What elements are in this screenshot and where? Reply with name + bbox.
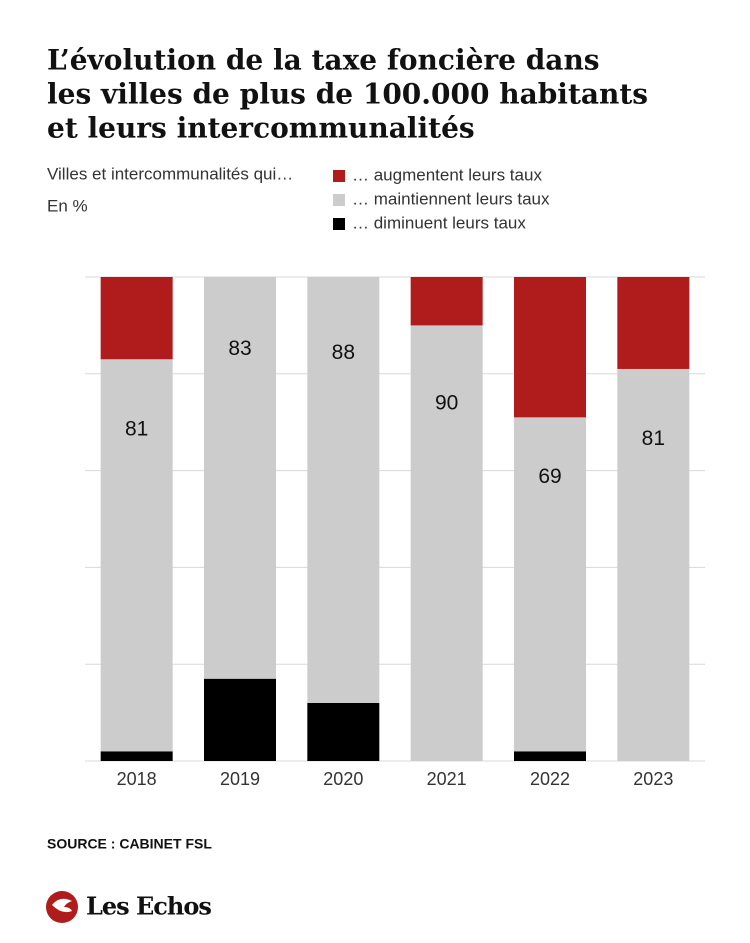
value-label: 69 [538,465,561,488]
legend-swatch [333,194,345,206]
bar-segment [514,417,586,752]
bar-segment [204,277,276,679]
title-line: et leurs intercommunalités [47,112,475,145]
legend-label: … diminuent leurs taux [352,213,526,232]
bar-segment [617,277,690,369]
value-label: 81 [642,427,665,450]
x-tick-label: 2021 [427,769,467,789]
subtitle: Villes et intercommunalités qui… [47,164,293,183]
legend-swatch [333,170,345,182]
x-tick-label: 2022 [530,769,570,789]
bar-segment [514,751,586,761]
legend-swatch [333,218,345,230]
bar-segment [100,359,173,752]
x-tick-label: 2018 [117,769,157,789]
bar-segment [100,751,173,761]
bar-segment [307,277,380,703]
bar-segment [204,678,276,761]
x-tick-label: 2020 [323,769,363,789]
bar-segment [307,702,380,761]
x-tick-label: 2019 [220,769,260,789]
x-tick-label: 2023 [633,769,673,789]
logo-icon-shape [52,898,72,913]
bar-segment [410,277,483,326]
value-label: 81 [125,417,148,440]
unit: En % [47,196,88,215]
bar-segment [514,277,586,418]
bar-segment [410,325,483,761]
legend-label: … augmentent leurs taux [352,165,542,184]
legend-label: … maintiennent leurs taux [352,189,550,208]
value-label: 88 [332,341,355,364]
value-label: 83 [228,337,251,360]
value-label: 90 [435,391,458,414]
bar-segment [617,368,690,761]
source: SOURCE : CABINET FSL [47,836,212,852]
title-line: les villes de plus de 100.000 habitants [47,78,648,111]
logo-text: Les Echos [86,892,211,921]
title-line: L’évolution de la taxe foncière dans [47,44,600,77]
bar-segment [100,277,173,360]
